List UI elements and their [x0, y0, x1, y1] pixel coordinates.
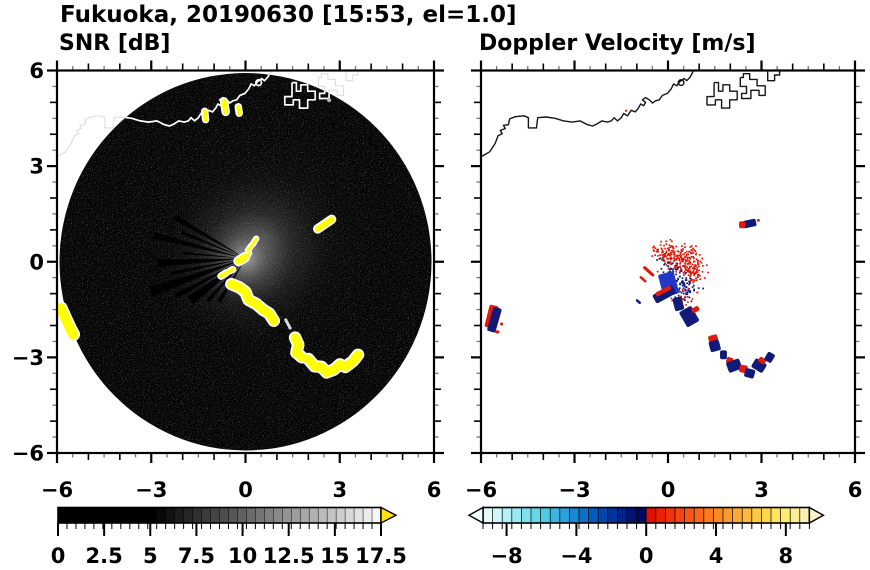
x-tick-label: 3	[754, 478, 769, 502]
x-tick-label: −6	[41, 478, 73, 502]
velocity-blob	[495, 330, 500, 334]
doppler-colorbar-label: −4	[560, 544, 592, 568]
echo-blob	[235, 253, 249, 265]
velocity-blob	[691, 306, 700, 313]
velocity-blob	[643, 266, 655, 277]
y-tick-label: −3	[12, 346, 44, 370]
echo-blob	[290, 333, 307, 362]
axes-snr: −6 −3 0 3 6 6 3 0 −3 −6	[12, 59, 444, 502]
axes-doppler: −6 −3 0 3 6	[465, 60, 865, 502]
echo-blob	[303, 350, 363, 377]
over-range-arrow	[380, 506, 398, 525]
plot-frame	[55, 69, 436, 455]
velocity-blob	[742, 218, 757, 229]
y-tick-label: 0	[29, 250, 44, 274]
snr-panel-title: SNR [dB]	[59, 31, 171, 56]
velocity-blob	[708, 339, 721, 353]
velocity-blob	[756, 219, 760, 222]
x-tick-label: −3	[135, 478, 167, 502]
doppler-blobs	[484, 109, 775, 379]
velocity-blob	[672, 296, 685, 312]
x-tick-label: −6	[465, 478, 497, 502]
snr-colorbar-label: 5	[143, 544, 158, 568]
snr-colorbar-label: 7.5	[178, 544, 215, 568]
doppler-colorbar-label: 4	[709, 544, 724, 568]
echo-blob	[221, 98, 229, 115]
echo-blob	[236, 104, 242, 116]
x-tick-label: 6	[427, 478, 442, 502]
velocity-blob	[758, 356, 767, 365]
doppler-colorbar-label: 0	[639, 544, 654, 568]
x-tick-label: 0	[238, 478, 253, 502]
plot-frame	[479, 69, 857, 455]
doppler-panel-title: Doppler Velocity [m/s]	[479, 31, 756, 56]
snr-colorbar-label: 0	[51, 544, 66, 568]
velocity-blob	[744, 368, 756, 379]
velocity-blob	[500, 322, 504, 326]
y-tick-label: 3	[29, 155, 44, 179]
under-range-arrow	[467, 506, 484, 525]
snr-plot-area	[57, 70, 432, 451]
velocity-blob	[655, 285, 672, 297]
velocity-blob	[639, 276, 647, 283]
velocity-blob	[487, 307, 502, 333]
echo-blob	[226, 279, 279, 326]
snr-colorbar-label: 17.5	[355, 544, 407, 568]
doppler-colorbar-label: −8	[490, 544, 522, 568]
x-tick-label: 3	[332, 478, 347, 502]
snr-colorbar: 0 2.5 5 7.5 10 12.5 15 17.5	[51, 506, 407, 568]
x-tick-label: 0	[661, 478, 676, 502]
doppler-colorbar: −8 −4 0 4 8	[467, 506, 825, 568]
velocity-blob	[720, 350, 727, 360]
x-tick-label: −3	[558, 478, 590, 502]
doppler-colorbar-label: 8	[779, 544, 794, 568]
velocity-blob	[764, 351, 775, 363]
y-tick-label: 6	[29, 59, 44, 83]
doppler-plot-area	[481, 70, 781, 379]
doppler-speckle	[651, 238, 709, 306]
velocity-blob	[726, 358, 742, 373]
over-range-arrow	[808, 506, 825, 525]
figure-title: Fukuoka, 20190630 [15:53, el=1.0]	[60, 2, 517, 28]
echo-blob	[251, 237, 258, 246]
velocity-blob	[739, 221, 746, 229]
echo-blob	[227, 267, 235, 274]
snr-colorbar-label: 12.5	[263, 544, 315, 568]
snr-echoes	[57, 97, 365, 379]
y-tick-label: −6	[12, 442, 44, 466]
velocity-blob	[635, 299, 641, 304]
echo-blob	[246, 244, 253, 253]
echo-blob	[314, 216, 335, 232]
echo-blob	[202, 109, 208, 122]
coastline	[481, 70, 781, 158]
echo-blob	[219, 270, 228, 279]
snr-colorbar-label: 2.5	[86, 544, 123, 568]
snr-colorbar-label: 10	[228, 544, 257, 568]
x-tick-label: 6	[848, 478, 863, 502]
snr-colorbar-label: 15	[320, 544, 349, 568]
echo-blob	[57, 303, 79, 340]
